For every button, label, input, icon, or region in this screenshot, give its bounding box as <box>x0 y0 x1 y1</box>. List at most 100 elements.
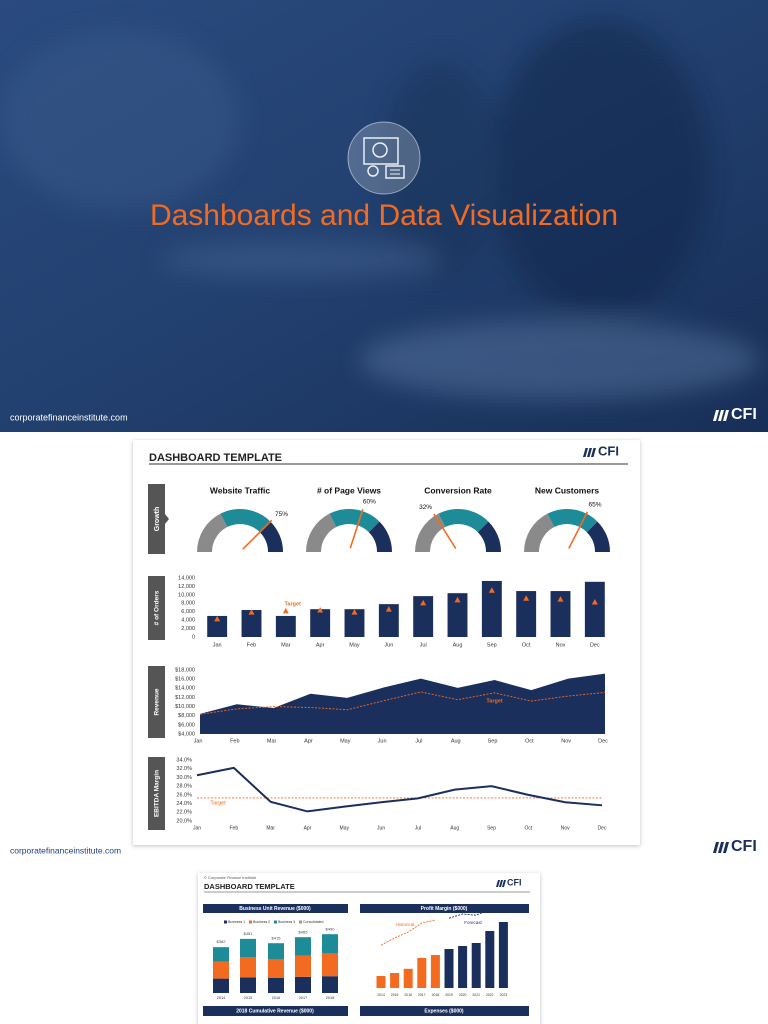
panel-title: Profit Margin ($000) <box>421 906 468 912</box>
hero-logo-mark <box>713 410 729 421</box>
legend-label: Business 3 <box>278 920 295 924</box>
side-label-pointer <box>165 514 169 524</box>
panel-header <box>360 1006 529 1016</box>
y-tick-label: 8,000 <box>181 601 195 607</box>
side-label-box <box>148 666 165 738</box>
target-marker <box>248 609 255 615</box>
total-label: $490 <box>326 926 336 931</box>
panel-title: Business Unit Revenue ($000) <box>239 906 311 912</box>
x-tick-label: Feb <box>247 642 256 648</box>
target-marker <box>591 599 598 605</box>
x-tick-label: Aug <box>453 642 463 648</box>
x-tick-label: May <box>340 825 350 831</box>
x-tick-label: 2022 <box>486 993 494 997</box>
stacked-segment <box>295 955 311 977</box>
target-label: Target <box>284 601 301 607</box>
series-label: Forecast <box>464 920 482 925</box>
y-tick-label: 6,000 <box>181 609 195 615</box>
margin-line <box>196 766 603 813</box>
panel-header <box>203 1006 348 1016</box>
x-tick-label: Sep <box>488 738 498 744</box>
legend-label: Consolidated <box>303 920 323 924</box>
mini-logo-mark <box>496 880 506 887</box>
legend-swatch <box>299 920 302 924</box>
stacked-segment <box>322 976 338 993</box>
gauge-needle <box>433 513 457 550</box>
x-tick-label: Oct <box>525 738 534 744</box>
y-tick-label: 10,000 <box>178 592 195 598</box>
footer-url: corporatefinanceinstitute.com <box>10 845 121 855</box>
side-label-box <box>148 576 165 640</box>
target-marker <box>557 596 564 602</box>
x-tick-label: 2023 <box>500 993 508 997</box>
x-tick-label: 2015 <box>391 993 399 997</box>
hero-url: corporatefinanceinstitute.com <box>10 412 128 422</box>
gauge-title: Website Traffic <box>210 485 271 495</box>
bar <box>481 580 502 637</box>
x-tick-label: Nov <box>561 825 570 831</box>
gauge-value-label: 60% <box>363 498 376 505</box>
x-tick-label: Mar <box>267 738 277 744</box>
gauge-title: Conversion Rate <box>424 485 492 495</box>
gauge-band <box>220 509 271 533</box>
x-tick-label: Feb <box>230 738 239 744</box>
stacked-segment <box>268 943 284 960</box>
profit-bar <box>430 955 440 988</box>
stacked-segment <box>322 934 338 954</box>
total-label: $415 <box>272 935 282 940</box>
legend-swatch <box>274 920 277 924</box>
profit-bar <box>444 949 454 988</box>
x-tick-label: 2017 <box>299 996 307 1000</box>
stacked-segment <box>268 978 284 993</box>
panel-title: Expenses ($000) <box>424 1008 464 1014</box>
x-tick-label: Jul <box>415 825 421 831</box>
x-tick-label: Apr <box>304 825 312 831</box>
stacked-segment <box>322 953 338 977</box>
legend-swatch <box>224 920 227 924</box>
gauge-band <box>415 513 446 552</box>
gauge-band <box>197 513 228 552</box>
bar <box>550 591 571 637</box>
side-label: Revenue <box>154 688 161 715</box>
profit-bar <box>390 973 400 988</box>
profit-bar <box>471 943 481 988</box>
bar <box>516 591 537 637</box>
gauge-title: New Customers <box>535 485 600 495</box>
total-label: $465 <box>299 929 309 934</box>
x-tick-label: Jan <box>194 738 203 744</box>
revenue-area <box>200 673 605 734</box>
gauge-band <box>586 521 610 552</box>
target-marker <box>282 607 289 614</box>
y-tick-label: 22.0% <box>176 810 192 816</box>
target-marker <box>317 607 324 613</box>
y-tick-label: 24.0% <box>176 801 192 807</box>
target-label: Target <box>210 800 226 806</box>
gauge-band <box>477 521 501 552</box>
x-tick-label: May <box>349 642 360 648</box>
bar <box>275 615 296 637</box>
mini-logo: CFI <box>507 877 522 887</box>
x-tick-label: Oct <box>524 825 532 831</box>
y-tick-label: 30.0% <box>176 775 192 781</box>
footer-logo-mark <box>713 842 729 853</box>
panel-header <box>360 904 529 913</box>
x-tick-label: Dec <box>598 825 607 831</box>
y-tick-label: 28.0% <box>176 784 192 790</box>
target-marker <box>420 599 427 606</box>
legend-label: Business 2 <box>253 920 270 924</box>
y-tick-label: $10,000 <box>175 704 195 710</box>
x-tick-label: 2014 <box>217 996 225 1000</box>
profit-bar <box>485 931 495 988</box>
hero-logo: CFI <box>731 406 757 423</box>
y-tick-label: $14,000 <box>175 686 195 692</box>
gauge-band <box>306 513 337 552</box>
margin-line <box>380 919 436 946</box>
stacked-segment <box>240 957 256 978</box>
hero-title: Dashboards and Data Visualization <box>150 199 618 232</box>
target-line <box>199 691 606 715</box>
stacked-segment <box>213 961 229 979</box>
y-tick-label: $4,000 <box>178 731 195 737</box>
x-tick-label: Nov <box>561 738 571 744</box>
gauge-band <box>259 521 283 552</box>
